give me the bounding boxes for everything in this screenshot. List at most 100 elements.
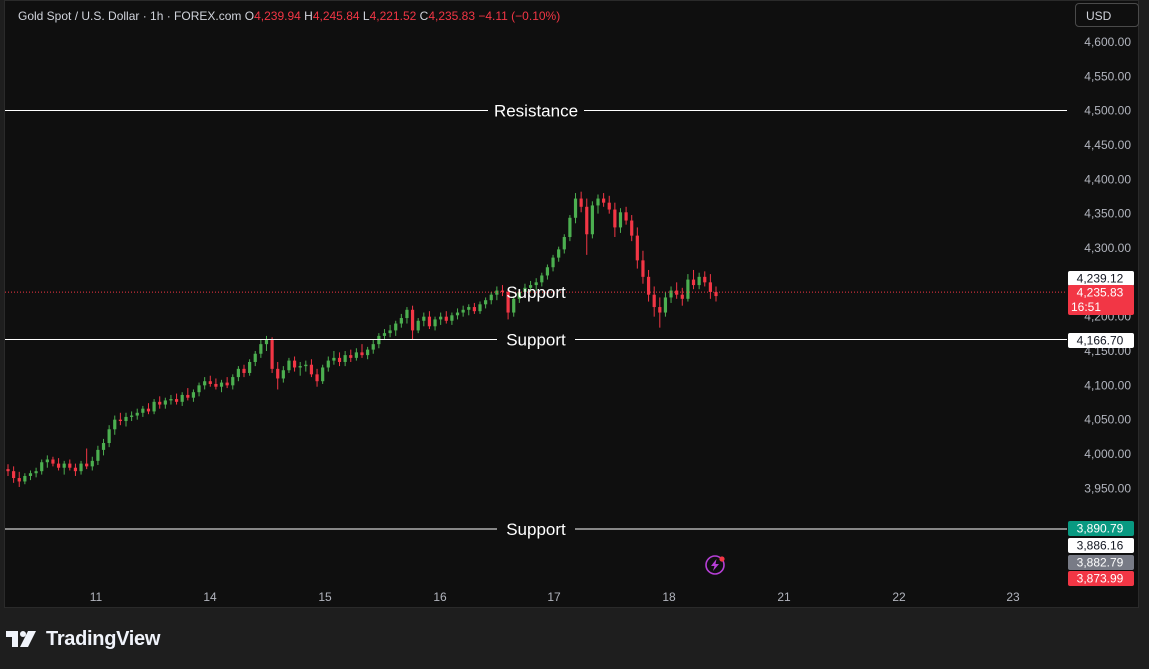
candle-body — [292, 360, 297, 368]
price-tag — [1068, 271, 1134, 286]
close-label: C — [419, 9, 429, 23]
candle-body — [85, 463, 89, 467]
price-tick-label: 4,600.00 — [1084, 35, 1131, 49]
candle-body — [540, 275, 544, 283]
candle-body — [422, 316, 426, 321]
candle-body — [410, 309, 415, 331]
close-value: 4,235.83 — [428, 9, 476, 23]
candle-body — [332, 357, 336, 361]
support-label: Support — [506, 283, 566, 302]
candle-body — [40, 462, 44, 472]
candle-body — [28, 473, 33, 476]
symbol-title[interactable]: Gold Spot / U.S. Dollar · 1h · FOREX.com — [18, 9, 242, 23]
candle-body — [141, 408, 145, 413]
candle-body — [130, 415, 134, 417]
candle-body — [174, 399, 179, 402]
candle-body — [686, 279, 690, 299]
candle-body — [17, 478, 21, 482]
candle-body — [236, 368, 240, 378]
candle-body — [197, 385, 201, 393]
candle-body — [551, 257, 555, 268]
time-tick-label: 18 — [662, 590, 676, 604]
price-tick-label: 4,450.00 — [1084, 138, 1131, 152]
candle-body — [500, 290, 505, 292]
price-tick-label: 4,300.00 — [1084, 241, 1131, 255]
low-value: 4,221.52 — [369, 9, 417, 23]
candle-body — [382, 333, 387, 336]
candle-body — [512, 298, 516, 313]
chart-canvas[interactable]: Resistance Support Support Support 3,950.00… — [5, 1, 1138, 607]
price-tag-label: 4,239.12 — [1077, 272, 1124, 286]
candle-body — [495, 290, 499, 295]
support-label: Support — [506, 520, 566, 539]
price-tag-label: 4,166.70 — [1077, 334, 1124, 348]
tradingview-logo[interactable]: TradingView — [6, 626, 160, 652]
change-value: −4.11 (−0.10%) — [478, 9, 561, 23]
candle-body — [208, 381, 212, 384]
chart-pane[interactable]: Resistance Support Support Support 3,950.00… — [4, 0, 1139, 608]
candle-body — [534, 282, 538, 286]
candle-body — [326, 360, 330, 368]
candle-body — [337, 357, 342, 362]
candle-body — [371, 344, 375, 350]
countdown-label: 16:51 — [1071, 300, 1101, 314]
price-tag-label: 3,890.79 — [1077, 522, 1124, 536]
brand-name: TradingView — [46, 627, 161, 650]
candle-body — [590, 205, 594, 235]
candle-body — [315, 374, 319, 382]
candle-body — [478, 304, 482, 312]
candle-body — [394, 323, 398, 331]
time-tick-label: 17 — [547, 590, 561, 604]
time-axis[interactable]: 11 14 15 16 17 18 21 22 23 — [90, 590, 1020, 604]
candle-body — [354, 352, 358, 358]
price-axis[interactable]: 3,950.004,000.004,050.004,100.004,150.00… — [1084, 35, 1131, 495]
candle-body — [467, 307, 471, 310]
candle-body — [675, 290, 679, 295]
candle-body — [573, 198, 578, 218]
candles-layer — [6, 191, 718, 487]
price-tag — [1068, 538, 1134, 553]
candle-body — [253, 353, 257, 362]
resistance-label: Resistance — [494, 102, 578, 121]
candle-body — [489, 294, 493, 301]
candle-body — [191, 392, 196, 398]
candle-body — [450, 315, 454, 321]
candle-body — [663, 297, 668, 313]
price-tag-label: 3,886.16 — [1077, 539, 1124, 553]
price-tick-label: 4,500.00 — [1084, 104, 1131, 118]
time-tick-label: 23 — [1006, 590, 1020, 604]
candle-body — [51, 459, 55, 464]
candle-body — [68, 463, 72, 468]
candle-body — [107, 429, 111, 444]
open-label: O — [244, 9, 255, 23]
candle-body — [517, 291, 521, 299]
candle-body — [309, 364, 314, 375]
candle-body — [646, 276, 651, 295]
high-value: 4,245.84 — [312, 9, 360, 23]
candle-body — [152, 401, 156, 412]
candle-body — [79, 463, 83, 472]
candle-body — [439, 316, 443, 320]
horizontal-lines-layer: Resistance Support Support Support — [5, 102, 1067, 539]
candle-body — [304, 364, 308, 367]
open-value: 4,239.94 — [254, 9, 301, 23]
candle-body — [214, 383, 218, 387]
price-tick-label: 4,550.00 — [1084, 69, 1131, 83]
candle-body — [186, 394, 190, 398]
time-tick-label: 11 — [90, 590, 103, 604]
price-tick-label: 4,050.00 — [1084, 413, 1131, 427]
candle-body — [12, 471, 16, 479]
candle-body — [96, 449, 100, 461]
price-tag — [1068, 521, 1134, 536]
candle-body — [135, 412, 139, 416]
candle-body — [568, 217, 572, 238]
candle-body — [343, 355, 347, 362]
candle-body — [472, 307, 476, 312]
candle-body — [124, 416, 128, 422]
candle-body — [641, 260, 645, 277]
candle-body — [506, 291, 510, 313]
currency-button[interactable]: USD — [1075, 3, 1139, 27]
candle-body — [708, 282, 712, 292]
lightning-icon[interactable] — [705, 555, 725, 575]
candle-body — [270, 340, 274, 369]
